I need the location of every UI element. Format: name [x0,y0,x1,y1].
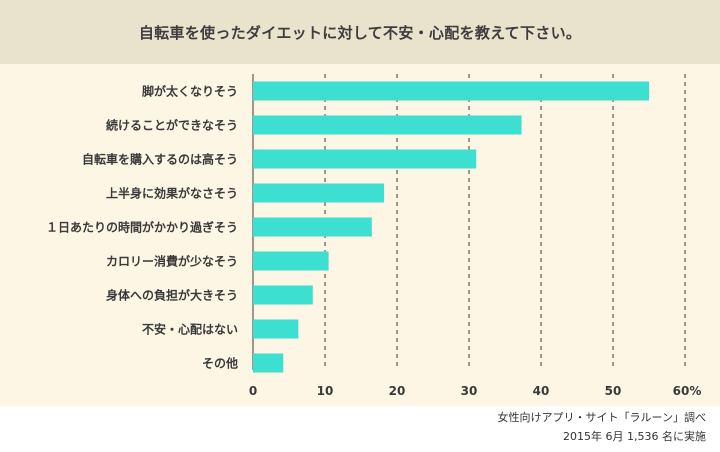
source-line-1: 女性向けアプリ・サイト「ラルーン」調べ [497,411,706,424]
x-tick-label: 60% [673,384,702,398]
bar [253,183,385,203]
category-label: 自転車を購入するのは高そう [82,152,238,167]
bar [253,353,284,373]
chart-header: 自転車を使ったダイエットに対して不安・心配を教えて下さい。 [0,0,720,64]
bar [253,217,372,237]
x-tick-label: 10 [317,384,334,398]
x-tick-label: 30 [461,384,478,398]
category-label: 脚が太くなりそう [142,84,238,99]
category-label: 身体への負担が大きそう [106,288,238,303]
category-label: カロリー消費が少なそう [106,254,238,269]
x-tick-label: 40 [533,384,550,398]
chart-title: 自転車を使ったダイエットに対して不安・心配を教えて下さい。 [138,23,582,42]
category-label: 上半身に効果がなさそう [106,186,238,201]
category-label: 続けることができなそう [106,118,238,133]
x-tick-label: 20 [389,384,406,398]
bar [253,149,477,169]
x-tick-label: 0 [249,384,257,398]
bar [253,81,649,101]
category-label: その他 [202,356,238,371]
x-tick-label: 50 [605,384,622,398]
bar [253,251,329,271]
source-line-2: 2015年 6月 1,536 名に実施 [563,430,706,443]
plot-area: 脚が太くなりそう続けることができなそう自転車を購入するのは高そう上半身に効果がな… [0,64,720,406]
category-label: 不安・心配はない [142,322,238,337]
bar [253,115,522,135]
bar-chart: 脚が太くなりそう続けることができなそう自転車を購入するのは高そう上半身に効果がな… [46,74,702,398]
source-note: 女性向けアプリ・サイト「ラルーン」調べ 2015年 6月 1,536 名に実施 [498,408,706,446]
bar [253,285,313,305]
category-label: １日あたりの時間がかかり過ぎそう [46,220,238,235]
bar [253,319,299,339]
